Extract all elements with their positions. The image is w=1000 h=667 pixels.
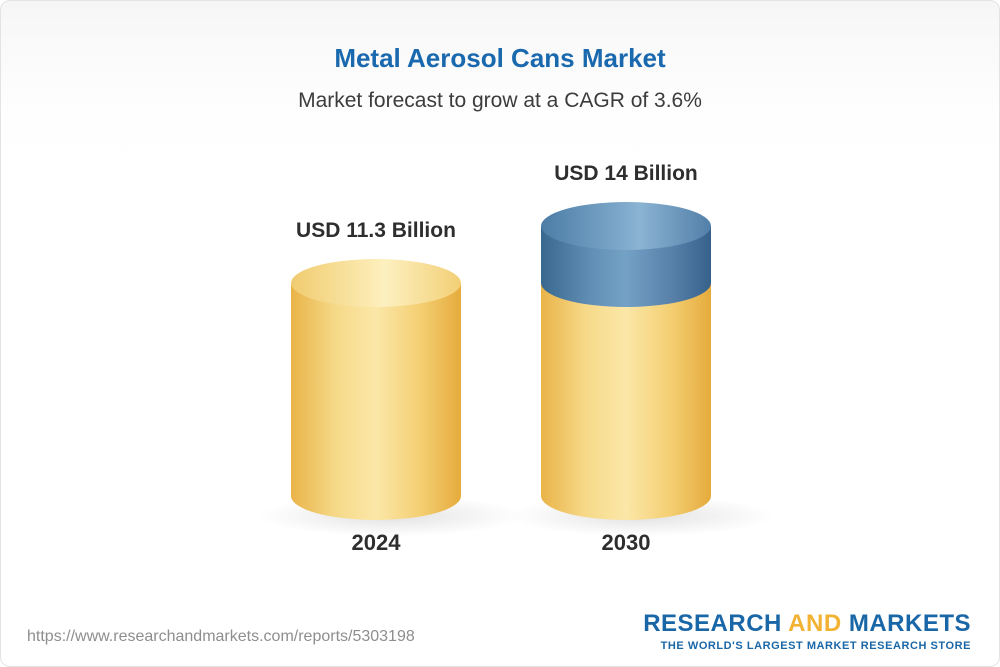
page-subtitle: Market forecast to grow at a CAGR of 3.6… [298,89,702,112]
research-and-markets-logo: RESEARCH AND MARKETS THE WORLD'S LARGEST… [643,610,971,652]
cylinder-growth-segment [541,202,711,307]
logo-word-research: RESEARCH [643,610,782,637]
value-label-2024: USD 11.3 Billion [296,218,456,242]
year-label-2030: 2030 [601,530,651,555]
bar-group-2024: USD 11.3 Billion 2024 [261,218,521,556]
report-url-link[interactable]: https://www.researchandmarkets.com/repor… [27,628,415,645]
cylinder-2030 [511,202,771,536]
logo-word-markets: MARKETS [848,610,971,637]
logo-tagline: THE WORLD'S LARGEST MARKET RESEARCH STOR… [660,640,971,652]
page-title: Metal Aerosol Cans Market [334,43,666,73]
logo-wordmark: RESEARCH AND MARKETS [643,610,971,638]
year-label-2024: 2024 [351,530,401,555]
cylinder-2024 [261,258,521,536]
value-label-2030: USD 14 Billion [554,162,698,185]
cylinder-top-cap [291,258,461,307]
bar-group-2030: USD 14 Billion 2030 [511,162,771,556]
logo-word-and: AND [781,610,849,637]
cylinder-top-cap-blue [541,202,711,250]
cylinder-side [291,282,461,520]
